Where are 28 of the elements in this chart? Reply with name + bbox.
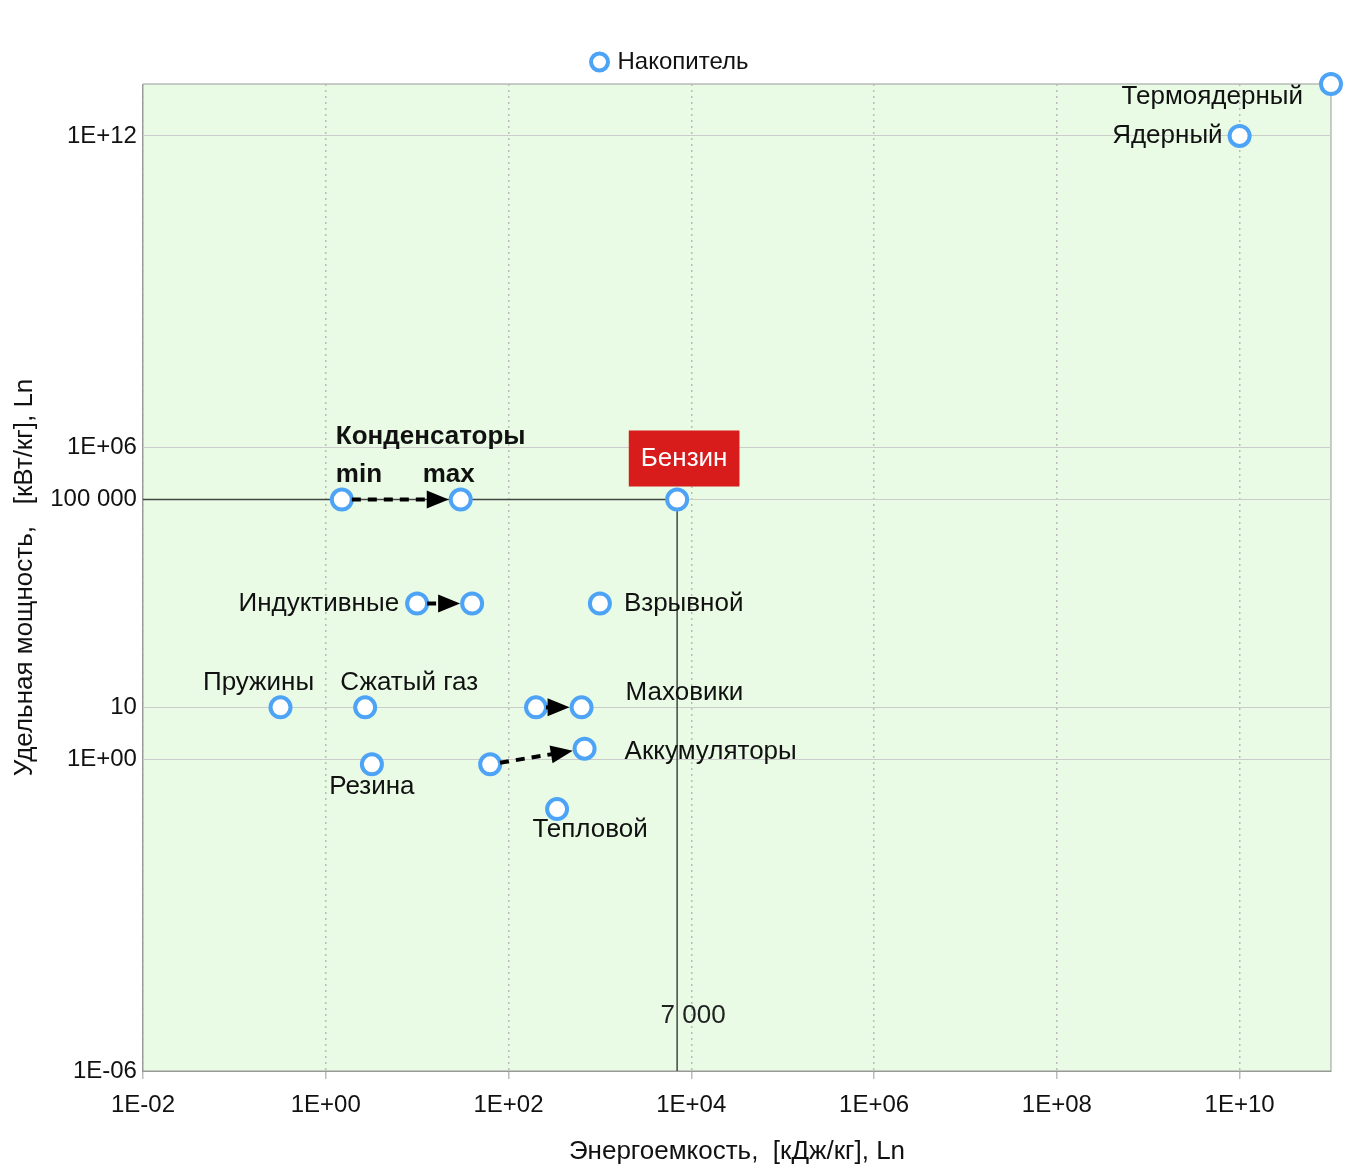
y-tick-label: 1E-06 — [72, 1055, 137, 1083]
annotation: Ядерный — [1112, 119, 1223, 150]
x-tick-label: 1E+06 — [839, 1090, 910, 1118]
annotation: Сжатый газ — [340, 665, 479, 696]
y-tick-label: 1E+12 — [66, 120, 137, 148]
x-tick-label: 1E-02 — [110, 1090, 175, 1118]
annotation: Пружины — [202, 665, 315, 696]
y-axis-title: Удельная мощность, [кВт/кг], Ln — [7, 378, 38, 777]
x-tick-label: 1E+10 — [1204, 1090, 1275, 1118]
y-tick-label: 10 — [110, 691, 137, 719]
x-tick-label: 1E+00 — [290, 1090, 361, 1118]
y-tick-label: 1E+00 — [66, 743, 137, 771]
annotation: Бензин — [640, 441, 728, 472]
x-tick-label: 1E+08 — [1021, 1090, 1092, 1118]
annotation: Термоядерный — [1121, 80, 1303, 111]
annotation: max — [422, 457, 476, 488]
annotation: Индуктивные — [238, 586, 400, 617]
annotation: Тепловой — [532, 813, 648, 844]
x-axis-title: Энергоемкость, [кДж/кг], Ln — [568, 1134, 906, 1165]
annotation: Конденсаторы — [335, 419, 526, 450]
ref-line-label: 7 000 — [660, 999, 726, 1030]
y-tick-label: 100 000 — [50, 484, 137, 512]
x-tick-label: 1E+04 — [656, 1090, 727, 1118]
annotation: min — [335, 457, 383, 488]
annotation: Резина — [329, 769, 416, 800]
y-tick-label: 1E+06 — [66, 432, 137, 460]
x-tick-label: 1E+02 — [473, 1090, 544, 1118]
legend-label: Накопитель — [617, 46, 749, 74]
